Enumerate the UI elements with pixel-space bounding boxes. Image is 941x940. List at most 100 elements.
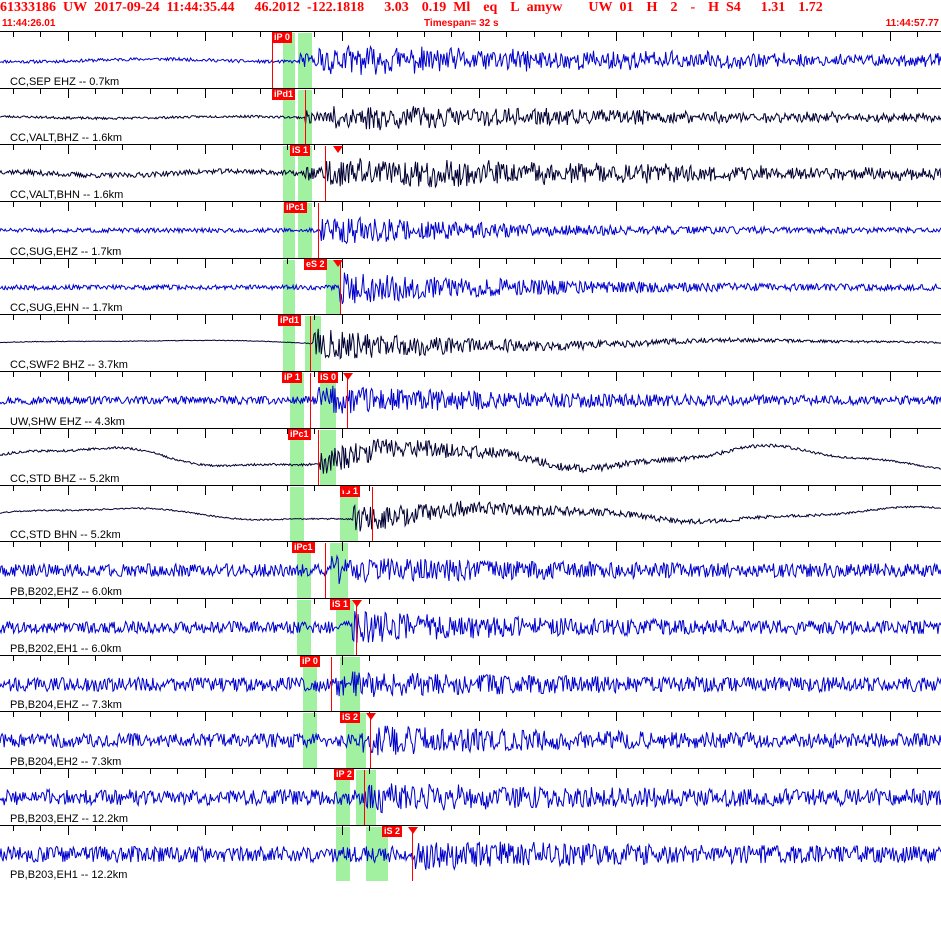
pick-highlight-band <box>283 33 295 88</box>
source-network: UW <box>588 0 613 15</box>
pick-label[interactable]: iS 1 <box>290 145 311 157</box>
event-header-line: 61333186 UW 2017-09-24 11:44:35.44 46.2012 -1… <box>0 0 941 16</box>
pick-marker-line[interactable] <box>318 203 319 258</box>
pick-label[interactable]: iS 2 <box>382 825 403 837</box>
waveform-trace <box>0 315 941 371</box>
trace-row[interactable]: iP 2 PB,B203,EHZ -- 12.2km <box>0 767 941 825</box>
trace-row[interactable]: iP 0 CC,SEP EHZ -- 0.7km <box>0 31 941 88</box>
rms-value-b: 1.72 <box>798 0 823 15</box>
channel-label: CC,VALT,BHZ -- 1.6km <box>10 132 123 145</box>
trace-row[interactable]: iPd1 CC,VALT,BHZ -- 1.6km <box>0 87 941 145</box>
pick-triangle-marker <box>333 259 343 267</box>
pick-highlight-band <box>336 769 350 825</box>
pick-label[interactable]: iPc1 <box>284 202 307 214</box>
event-magnitude: 0.19 <box>421 0 447 15</box>
trace-row[interactable]: iS 1 CC,STD BHN -- 5.2km <box>0 484 941 542</box>
pick-highlight-band <box>305 316 321 372</box>
event-longitude: -122.1818 <box>307 0 365 15</box>
pick-triangle-marker <box>366 713 376 721</box>
waveform-trace <box>0 599 941 655</box>
waveform-trace <box>0 429 941 485</box>
window-end-time: 11:44:57.77 <box>885 18 939 29</box>
channel-label: PB,B202,EH1 -- 6.0km <box>10 642 122 655</box>
quality-code: S4 <box>726 0 741 15</box>
waveform-trace <box>0 542 941 598</box>
version-number: 01 <box>619 0 634 15</box>
pick-label[interactable]: iPc1 <box>292 542 315 554</box>
pick-label[interactable]: iS 1 <box>330 598 351 610</box>
pick-label[interactable]: iP 0 <box>300 655 320 667</box>
pick-marker-line[interactable] <box>318 429 319 485</box>
trace-row[interactable]: iPc1 CC,SUG,EHZ -- 1.7km <box>0 201 941 258</box>
phase-count: 2 <box>670 0 678 15</box>
pick-highlight-band <box>290 486 304 542</box>
pick-marker-line[interactable] <box>356 599 357 655</box>
channel-label: CC,SWF2 BHZ -- 3.7km <box>10 359 128 372</box>
time-axis-header: 11:44:26.01 Timespan= 32 s 11:44:57.77 <box>0 17 941 30</box>
pick-label[interactable]: iP 0 <box>272 32 292 43</box>
channel-label: PB,B203,EH1 -- 12.2km <box>10 869 128 882</box>
trace-row[interactable]: iPc1 PB,B202,EHZ -- 6.0km <box>0 541 941 598</box>
quality-letter: L <box>510 0 520 15</box>
h2-flag: H <box>708 0 719 15</box>
pick-highlight-band <box>297 599 311 655</box>
pick-triangle-marker <box>333 146 343 154</box>
pick-highlight-band <box>283 203 295 258</box>
event-latitude: 46.2012 <box>254 0 301 15</box>
channel-label: CC,STD BHN -- 5.2km <box>10 529 121 542</box>
pick-marker-line[interactable] <box>305 89 306 145</box>
trace-row[interactable]: iPd1 CC,SWF2 BHZ -- 3.7km <box>0 314 941 372</box>
channel-label: PB,B202,EHZ -- 6.0km <box>10 585 122 598</box>
trace-row[interactable]: iS 2 PB,B204,EH2 -- 7.3km <box>0 711 941 768</box>
trace-row[interactable]: iS 1 CC,VALT,BHN -- 1.6km <box>0 144 941 202</box>
pick-label[interactable]: iPd1 <box>272 88 296 100</box>
pick-marker-line[interactable] <box>364 769 365 825</box>
trace-row[interactable]: iPc1 CC,STD BHZ -- 5.2km <box>0 427 941 485</box>
waveform-trace <box>0 826 941 882</box>
trace-row[interactable]: iS 2 PB,B203,EH1 -- 12.2km <box>0 824 941 882</box>
analyst-name: amyw <box>526 0 563 15</box>
channel-label: CC,SUG,EHZ -- 1.7km <box>10 245 122 258</box>
channel-label: CC,SEP EHZ -- 0.7km <box>10 75 120 88</box>
pick-highlight-band <box>298 146 312 202</box>
timespan-label: Timespan= 32 s <box>424 18 499 29</box>
channel-label: PB,B204,EH2 -- 7.3km <box>10 755 122 768</box>
channel-label: CC,STD BHZ -- 5.2km <box>10 472 120 485</box>
pick-marker-line[interactable] <box>310 316 311 372</box>
trace-row[interactable]: iS 1 PB,B202,EH1 -- 6.0km <box>0 597 941 655</box>
pick-marker-line[interactable] <box>310 373 311 428</box>
pick-triangle-marker <box>341 486 351 494</box>
pick-label[interactable]: iS 2 <box>340 712 361 724</box>
trace-row[interactable]: iP 0 PB,B204,EHZ -- 7.3km <box>0 654 941 712</box>
pick-label[interactable]: iPc1 <box>288 428 311 440</box>
pick-triangle-marker <box>408 826 418 834</box>
pick-marker-line[interactable] <box>331 656 332 712</box>
waveform-trace <box>0 486 941 542</box>
pick-label[interactable]: iS 0 <box>318 372 339 384</box>
pick-highlight-band <box>290 429 304 485</box>
pick-marker-line[interactable] <box>412 826 413 882</box>
pick-marker-line[interactable] <box>272 33 273 88</box>
waveform-trace <box>0 89 941 145</box>
trace-row[interactable]: iP 1 iS 0 UW,SHW EHZ -- 4.3km <box>0 371 941 428</box>
waveform-trace <box>0 656 941 712</box>
pick-highlight-band <box>297 543 311 598</box>
channel-label: UW,SHW EHZ -- 4.3km <box>10 415 125 428</box>
pick-highlight-band <box>336 826 350 882</box>
pick-label[interactable]: iP 1 <box>282 372 302 384</box>
pick-marker-line[interactable] <box>370 713 371 768</box>
pick-label[interactable]: eS 2 <box>304 258 327 270</box>
channel-label: PB,B203,EHZ -- 12.2km <box>10 812 128 825</box>
channel-label: PB,B204,EHZ -- 7.3km <box>10 699 122 712</box>
pick-marker-line[interactable] <box>347 373 348 428</box>
pick-label[interactable]: iPd1 <box>278 315 302 327</box>
trace-row[interactable]: eS 2 CC,SUG,EHN -- 1.7km <box>0 257 941 315</box>
waveform-trace <box>0 712 941 768</box>
waveform-trace <box>0 145 941 201</box>
pick-marker-line[interactable] <box>325 543 326 598</box>
pick-marker-line[interactable] <box>340 259 341 315</box>
pick-marker-line[interactable] <box>372 486 373 542</box>
pick-marker-line[interactable] <box>325 146 326 202</box>
pick-highlight-band <box>366 826 388 882</box>
pick-label[interactable]: iP 2 <box>334 768 354 780</box>
